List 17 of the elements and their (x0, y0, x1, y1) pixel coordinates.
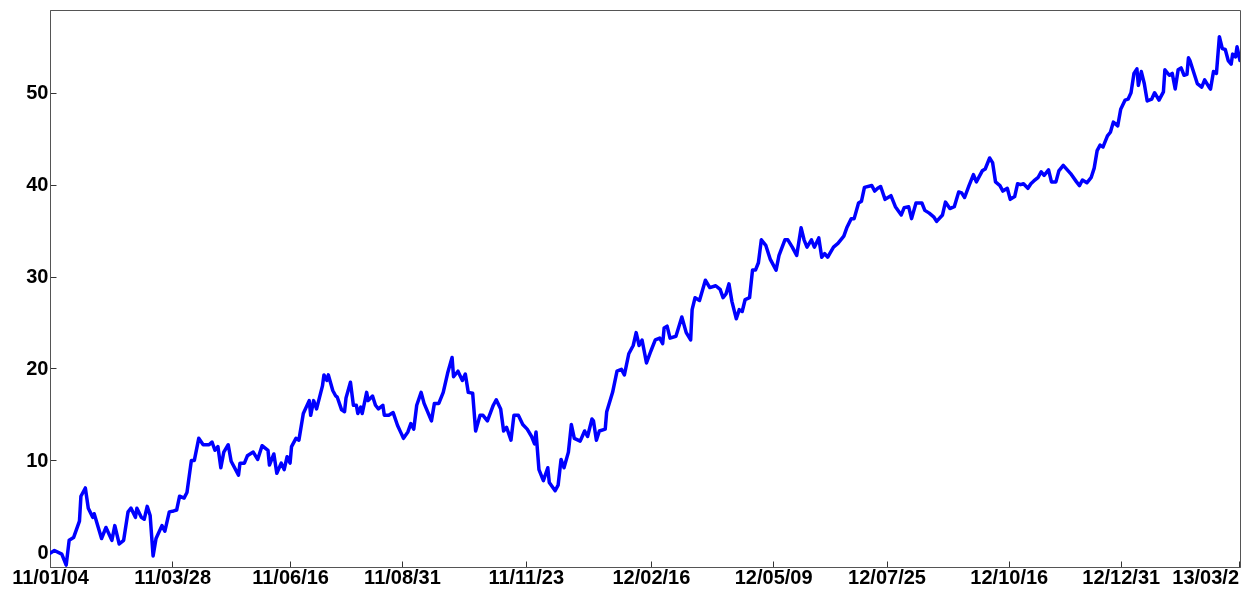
x-tick-label: 12/07/25 (848, 565, 926, 588)
x-tick-label: 12/10/16 (970, 565, 1049, 588)
y-tick-label: 30 (26, 265, 49, 288)
x-tick-label: 11/08/31 (364, 565, 441, 588)
x-tick-label: 11/11/23 (488, 565, 565, 588)
y-tick-label: 0 (37, 540, 49, 563)
x-tick-label: 11/01/04 (12, 565, 90, 588)
y-tick-label: 20 (26, 356, 49, 379)
x-tick-label: 12/12/31 (1082, 565, 1161, 588)
x-tick-label: 11/06/16 (252, 565, 329, 588)
x-tick-label: 12/02/16 (612, 565, 691, 588)
x-tick-label: 13/03/2 (1172, 565, 1240, 588)
y-tick-label: 10 (26, 448, 49, 471)
x-tick-label: 11/03/28 (134, 565, 212, 588)
x-tick-label: 12/05/09 (734, 565, 813, 588)
y-tick-label: 50 (26, 81, 49, 104)
y-tick-label: 40 (26, 173, 49, 196)
